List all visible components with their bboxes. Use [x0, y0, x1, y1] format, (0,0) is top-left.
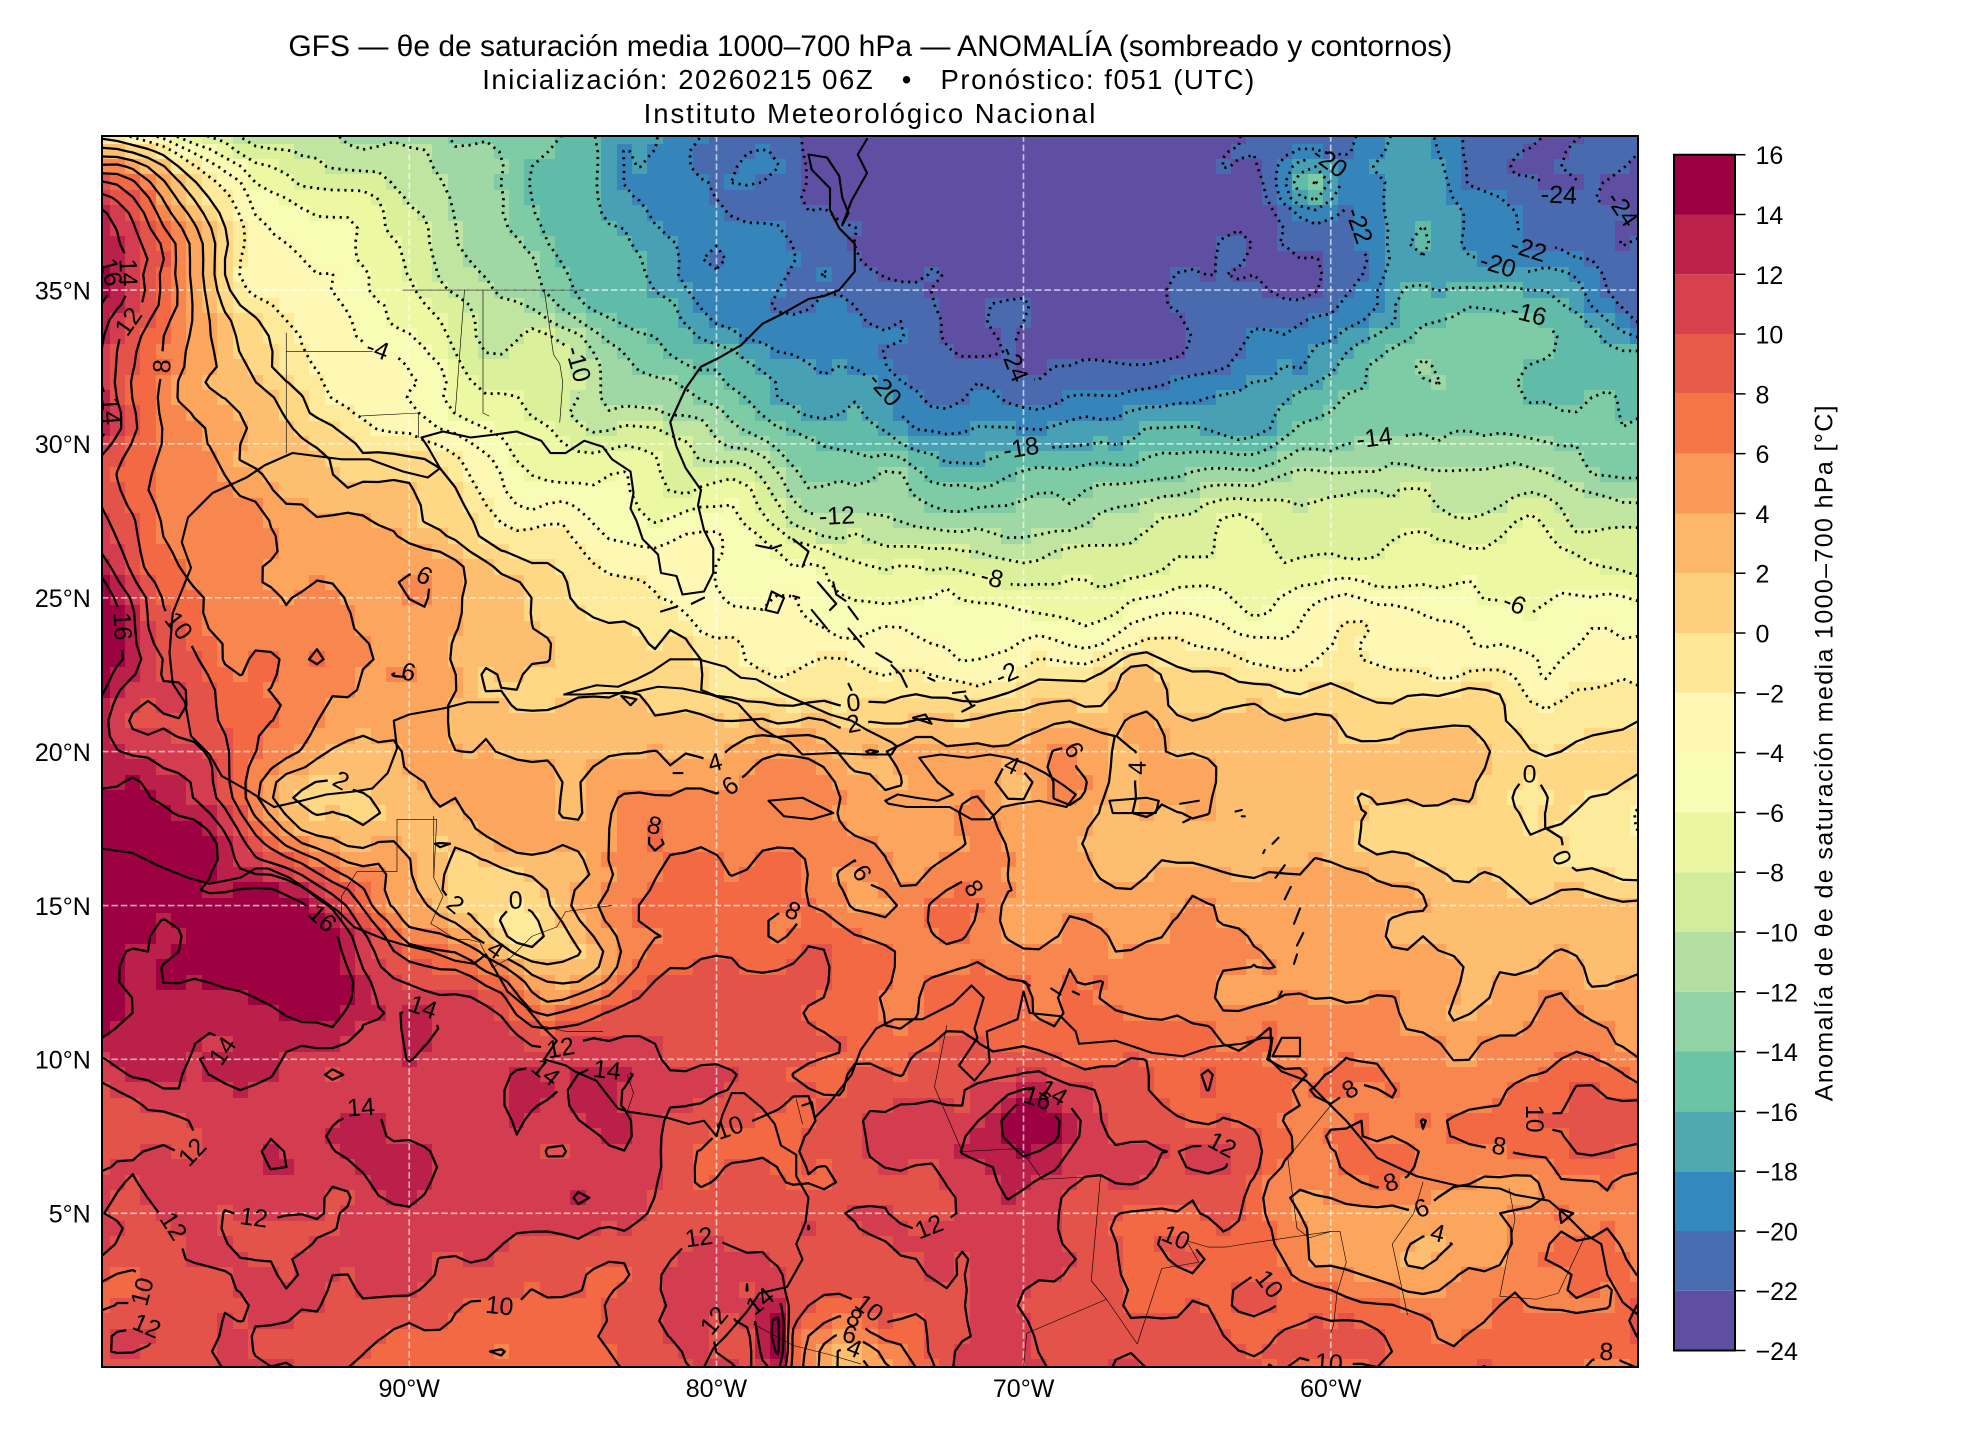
svg-text:10: 10	[1314, 1348, 1344, 1378]
svg-text:−2: −2	[1755, 680, 1784, 708]
svg-text:30°N: 30°N	[35, 431, 91, 459]
svg-text:12: 12	[238, 1202, 269, 1233]
svg-text:10: 10	[1755, 322, 1783, 350]
svg-text:0: 0	[508, 887, 522, 915]
svg-text:5°N: 5°N	[49, 1201, 91, 1229]
svg-text:8: 8	[1599, 1338, 1614, 1366]
svg-text:16: 16	[1755, 142, 1783, 170]
svg-text:−16: −16	[1755, 1099, 1797, 1127]
svg-text:−20: −20	[1755, 1218, 1797, 1246]
svg-text:−18: −18	[1755, 1159, 1797, 1187]
svg-text:4: 4	[705, 748, 726, 779]
svg-text:4: 4	[1755, 501, 1769, 529]
svg-text:8: 8	[148, 359, 177, 374]
svg-text:90°W: 90°W	[378, 1375, 440, 1403]
svg-text:20°N: 20°N	[35, 739, 91, 767]
svg-text:80°W: 80°W	[686, 1375, 748, 1403]
svg-text:−10: −10	[1755, 919, 1797, 947]
svg-text:-18: -18	[1001, 432, 1041, 466]
svg-text:12: 12	[544, 1032, 576, 1065]
svg-text:14: 14	[113, 258, 142, 287]
svg-text:4: 4	[1124, 761, 1152, 775]
svg-text:10: 10	[126, 1275, 160, 1309]
svg-text:10°N: 10°N	[35, 1047, 91, 1075]
svg-text:−4: −4	[1755, 740, 1784, 768]
svg-text:−22: −22	[1755, 1278, 1797, 1306]
svg-text:GFS — θe de saturación media 1: GFS — θe de saturación media 1000–700 hP…	[288, 30, 1452, 63]
svg-text:Inicialización: 20260215 06Z: Inicialización: 20260215 06Z • Pronóstic…	[482, 64, 1256, 95]
svg-text:8: 8	[644, 811, 664, 841]
svg-text:−8: −8	[1755, 860, 1784, 888]
svg-text:2: 2	[1755, 561, 1769, 589]
svg-text:-14: -14	[1355, 422, 1394, 454]
svg-text:12: 12	[1755, 262, 1783, 290]
svg-text:8: 8	[1489, 1131, 1508, 1161]
svg-text:10: 10	[1520, 1105, 1548, 1133]
svg-text:14: 14	[346, 1093, 376, 1123]
svg-text:−14: −14	[1755, 1039, 1798, 1067]
svg-text:14: 14	[95, 396, 125, 426]
svg-text:6: 6	[399, 657, 419, 687]
svg-text:-24: -24	[1540, 180, 1577, 209]
svg-text:25°N: 25°N	[35, 585, 91, 613]
svg-text:−12: −12	[1755, 979, 1797, 1007]
svg-text:35°N: 35°N	[35, 277, 91, 305]
svg-text:8: 8	[1755, 381, 1769, 409]
svg-text:70°W: 70°W	[993, 1375, 1055, 1403]
svg-text:14: 14	[1755, 202, 1783, 230]
svg-text:6: 6	[1755, 441, 1769, 469]
svg-text:4: 4	[1428, 1218, 1448, 1249]
svg-text:-12: -12	[818, 501, 855, 531]
svg-text:15°N: 15°N	[35, 893, 91, 921]
svg-text:−6: −6	[1755, 800, 1784, 828]
svg-text:−24: −24	[1755, 1338, 1798, 1366]
svg-text:Anomalía de θe de saturación m: Anomalía de θe de saturación media 1000–…	[1810, 404, 1838, 1101]
svg-text:60°W: 60°W	[1300, 1375, 1362, 1403]
svg-text:2: 2	[844, 709, 863, 739]
svg-text:Instituto Meteorológico Nacion: Instituto Meteorológico Nacional	[644, 98, 1098, 129]
svg-text:0: 0	[845, 688, 862, 717]
svg-text:10: 10	[484, 1291, 515, 1322]
svg-text:0: 0	[1522, 760, 1537, 788]
svg-text:0: 0	[1755, 621, 1769, 649]
svg-text:16: 16	[107, 612, 137, 641]
svg-text:12: 12	[683, 1222, 714, 1254]
